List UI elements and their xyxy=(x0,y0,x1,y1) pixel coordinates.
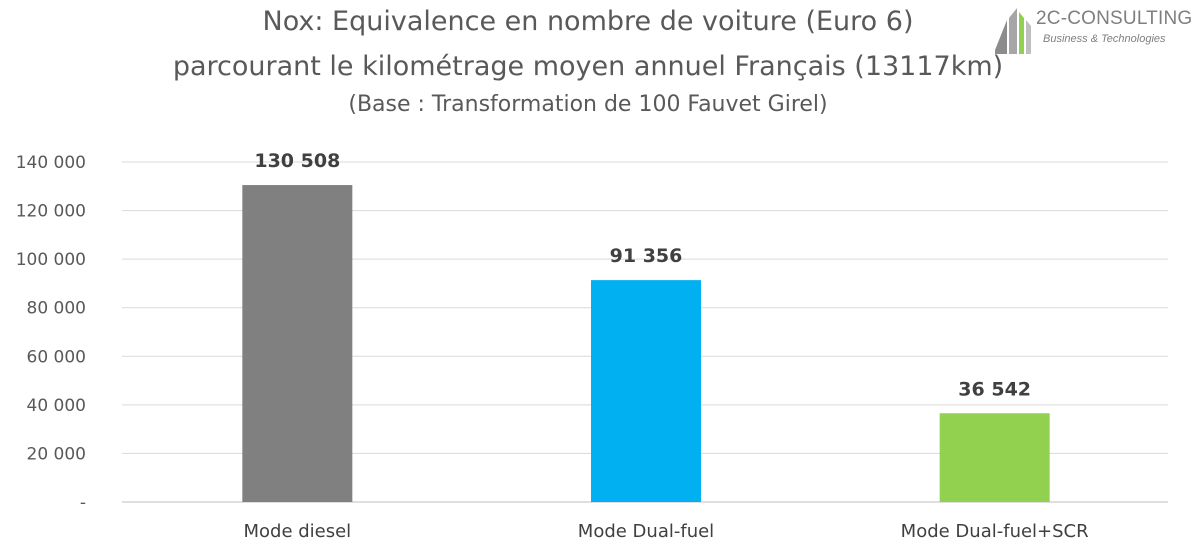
y-tick-label: 140 000 xyxy=(16,153,86,173)
data-label: 130 508 xyxy=(254,150,340,172)
chart-title-line-2: parcourant le kilométrage moyen annuel F… xyxy=(172,51,1004,82)
y-tick-label: 120 000 xyxy=(16,202,86,222)
x-category-label: Mode Dual-fuel xyxy=(578,521,714,542)
y-tick-label: 20 000 xyxy=(27,444,86,464)
chart-subtitle: (Base : Transformation de 100 Fauvet Gir… xyxy=(348,92,828,117)
data-label: 91 356 xyxy=(610,245,683,267)
y-tick-label: 60 000 xyxy=(27,347,86,367)
x-category-label: Mode Dual-fuel+SCR xyxy=(901,521,1089,542)
logo-tagline: Business & Technologies xyxy=(1043,33,1166,45)
bar xyxy=(242,185,353,502)
y-tick-label: 80 000 xyxy=(27,299,86,319)
bar xyxy=(591,280,701,502)
y-tick-label: 100 000 xyxy=(16,250,86,270)
y-tick-label: - xyxy=(80,493,86,513)
logo-name: 2C-CONSULTING xyxy=(1036,8,1193,29)
chart-title-line-1: Nox: Equivalence en nombre de voiture (E… xyxy=(262,6,914,37)
data-label: 36 542 xyxy=(958,378,1031,400)
x-category-label: Mode diesel xyxy=(243,521,351,542)
y-tick-label: 40 000 xyxy=(27,396,86,416)
building-stripes-icon xyxy=(995,8,1031,54)
bar xyxy=(939,413,1050,502)
